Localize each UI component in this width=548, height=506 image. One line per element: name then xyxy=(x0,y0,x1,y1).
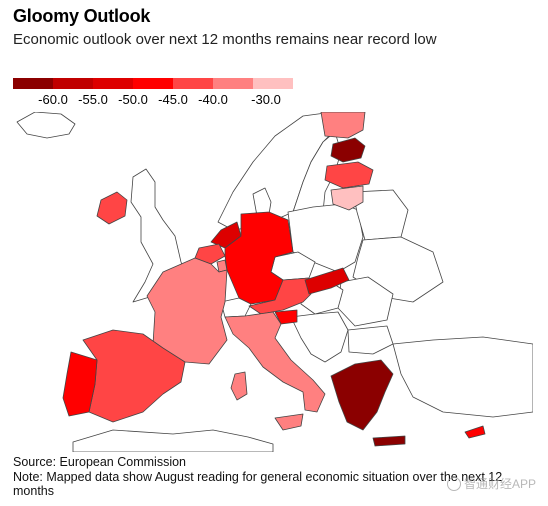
region-lithuania xyxy=(330,185,364,211)
legend-swatch-7 xyxy=(253,78,293,89)
europe-map-svg xyxy=(16,112,533,452)
europe-map xyxy=(13,112,533,452)
legend-swatch-4 xyxy=(133,78,173,89)
region-sardinia xyxy=(230,371,248,401)
region-slovenia xyxy=(274,309,298,325)
legend-swatch-6 xyxy=(213,78,253,89)
region-north-africa xyxy=(72,429,274,452)
region-denmark xyxy=(252,187,272,217)
source-note: Source: European Commission xyxy=(13,455,186,469)
legend-swatch-5 xyxy=(173,78,213,89)
legend-tick-label: -60.0 xyxy=(38,92,68,107)
chart-footer: Source: European Commission Note: Mapped… xyxy=(13,455,533,499)
region-estonia xyxy=(330,137,366,163)
region-latvia xyxy=(324,161,374,189)
region-turkey xyxy=(392,336,533,418)
legend-tick-label: -55.0 xyxy=(78,92,108,107)
region-finland xyxy=(320,112,366,139)
legend-tick-label: -30.0 xyxy=(251,92,281,107)
region-portugal xyxy=(62,351,98,417)
region-cyprus xyxy=(464,425,486,439)
region-crete xyxy=(372,435,406,447)
legend-swatch-2 xyxy=(53,78,93,89)
region-belgium xyxy=(194,243,226,265)
chart-title: Gloomy Outlook xyxy=(13,6,151,26)
legend-swatch-3 xyxy=(93,78,133,89)
region-greece xyxy=(330,359,394,431)
region-france xyxy=(146,257,228,365)
region-sicily xyxy=(274,413,304,431)
region-slovakia xyxy=(304,267,350,295)
watermark-text: 智通财经APP xyxy=(463,477,536,491)
legend-swatches xyxy=(13,78,293,89)
legend-tick-label: -45.0 xyxy=(158,92,188,107)
region-italy xyxy=(224,311,326,413)
watermark: 智通财经APP xyxy=(446,475,536,492)
watermark-logo-icon xyxy=(446,476,461,491)
region-western-balkans xyxy=(290,311,349,363)
legend-tick-label: -50.0 xyxy=(118,92,148,107)
region-bulgaria xyxy=(347,325,394,355)
color-legend: -60.0 -55.0 -50.0 -45.0 -40.0 -30.0 xyxy=(13,78,295,110)
region-ireland xyxy=(96,191,128,225)
region-switzerland xyxy=(220,297,252,318)
region-iceland xyxy=(16,112,76,139)
data-note: Note: Mapped data show August reading fo… xyxy=(13,469,503,499)
legend-swatch-1 xyxy=(13,78,53,89)
legend-tick-label: -40.0 xyxy=(198,92,228,107)
chart-subtitle: Economic outlook over next 12 months rem… xyxy=(13,31,437,48)
